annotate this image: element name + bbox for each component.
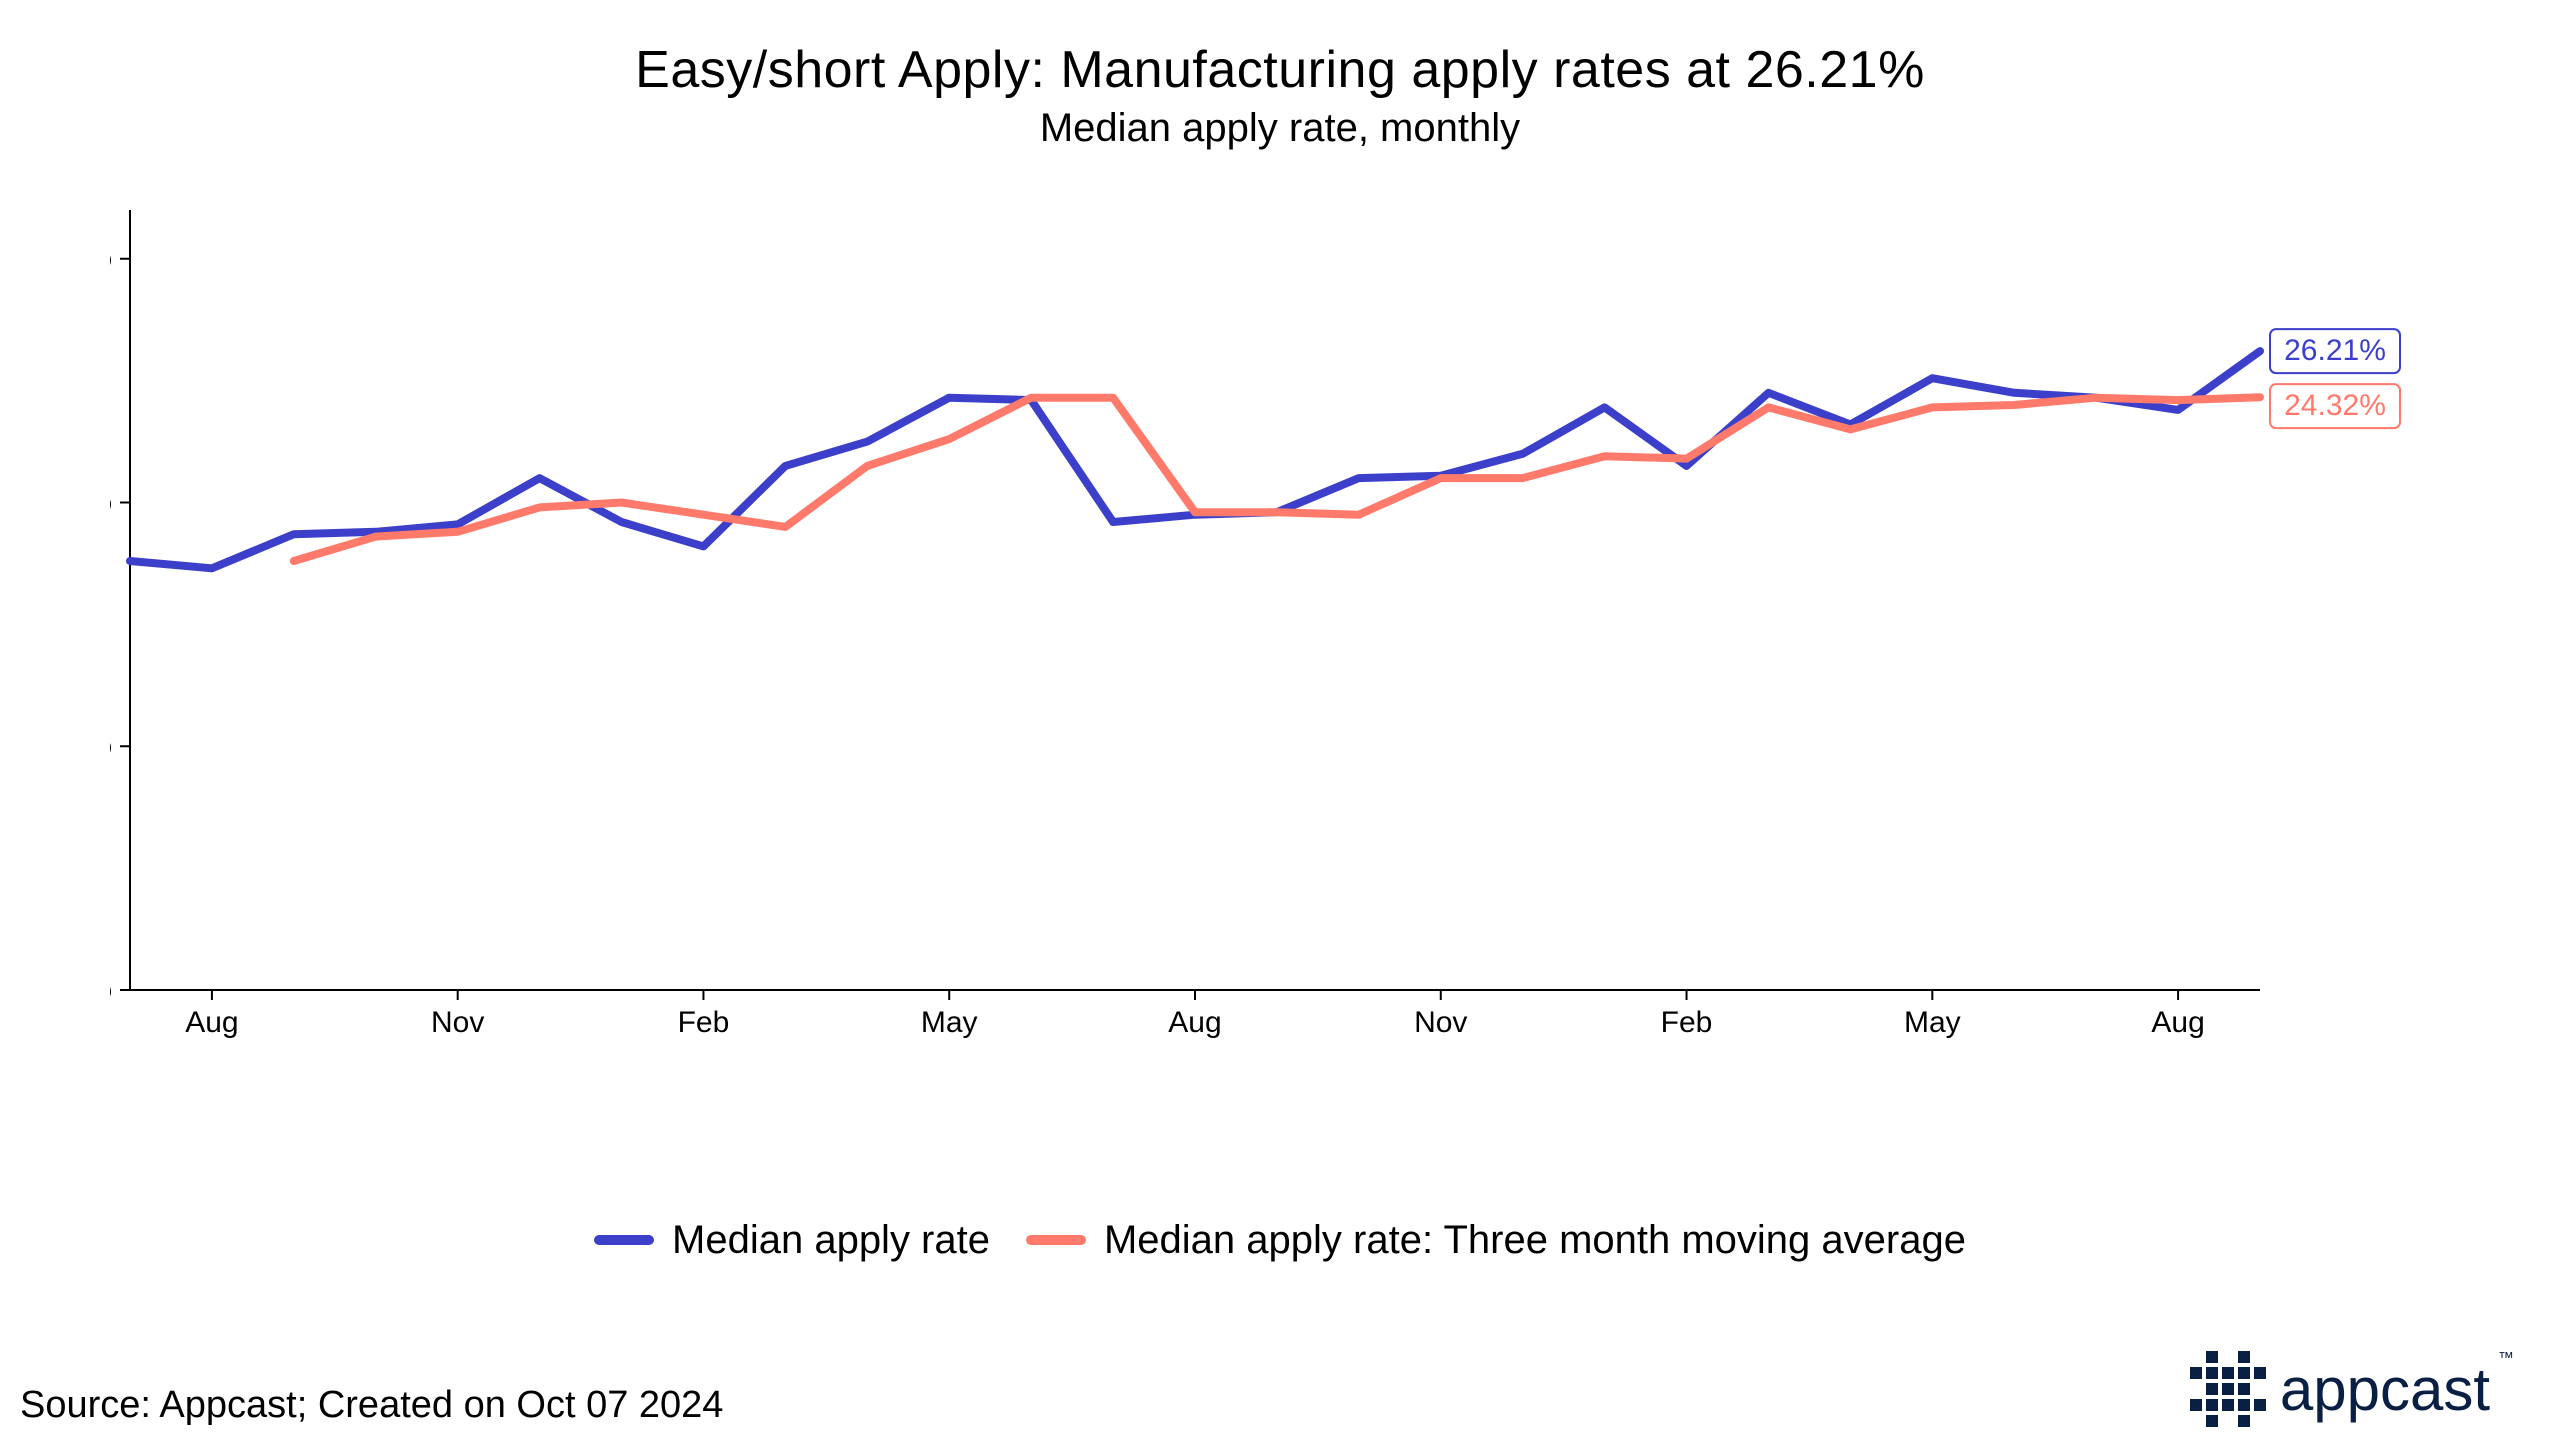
- chart-container: Easy/short Apply: Manufacturing apply ra…: [0, 0, 2560, 1455]
- y-tick-label: 10%: [110, 728, 112, 761]
- x-tick-label: May: [1904, 1006, 1961, 1039]
- series-line: [294, 397, 2260, 561]
- legend: Median apply rate Median apply rate: Thre…: [0, 1210, 2560, 1263]
- source-text: Source: Appcast; Created on Oct 07 2024: [20, 1384, 723, 1427]
- y-tick-label: 30%: [110, 241, 112, 274]
- legend-label: Median apply rate: [672, 1218, 990, 1263]
- chart-title: Easy/short Apply: Manufacturing apply ra…: [0, 40, 2560, 100]
- x-tick-label: Aug: [185, 1006, 238, 1039]
- x-tick-label: May: [921, 1006, 978, 1039]
- legend-item: Median apply rate: Three month moving av…: [1026, 1218, 1966, 1263]
- plot-svg: 0%10%20%30%AugNovFebMayAugNovFebMayAug20…: [110, 190, 2410, 1040]
- title-block: Easy/short Apply: Manufacturing apply ra…: [0, 40, 2560, 151]
- x-tick-label: Nov: [1414, 1006, 1467, 1039]
- legend-label: Median apply rate: Three month moving av…: [1104, 1218, 1966, 1263]
- callout-label: 26.21%: [2284, 334, 2386, 367]
- brand-name: appcast: [2280, 1355, 2490, 1424]
- legend-item: Median apply rate: [594, 1218, 990, 1263]
- y-tick-label: 20%: [110, 484, 112, 517]
- legend-swatch: [1026, 1235, 1086, 1245]
- x-tick-label: Aug: [1168, 1006, 1221, 1039]
- y-tick-label: 0%: [110, 972, 112, 1005]
- x-tick-label: Feb: [678, 1006, 730, 1039]
- chart-subtitle: Median apply rate, monthly: [0, 106, 2560, 151]
- brand-dots-icon: [2190, 1351, 2266, 1427]
- x-tick-label: Nov: [431, 1006, 484, 1039]
- brand-logo: appcast ™: [2190, 1351, 2520, 1427]
- brand-tm: ™: [2498, 1350, 2514, 1368]
- plot-area: 0%10%20%30%AugNovFebMayAugNovFebMayAug20…: [110, 190, 2410, 1040]
- callout-label: 24.32%: [2284, 389, 2386, 422]
- x-tick-label: Aug: [2151, 1006, 2204, 1039]
- x-tick-label: Feb: [1661, 1006, 1713, 1039]
- legend-swatch: [594, 1235, 654, 1245]
